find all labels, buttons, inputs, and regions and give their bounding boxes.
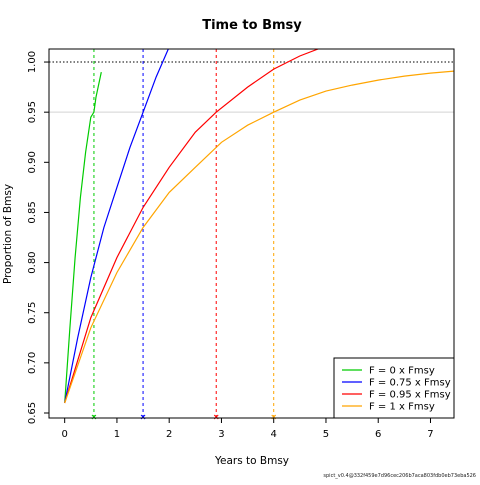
series-2-line bbox=[64, 49, 169, 404]
y-tick-label: 1.00 bbox=[27, 51, 38, 73]
plot-border bbox=[48, 48, 455, 419]
x-tick-label: 7 bbox=[427, 429, 433, 440]
legend-label: F = 0 x Fmsy bbox=[369, 366, 435, 377]
x-tick-label: 1 bbox=[114, 429, 120, 440]
series-1-line bbox=[64, 71, 102, 404]
y-tick-label: 0.65 bbox=[27, 402, 38, 424]
y-tick-label: 0.85 bbox=[27, 201, 38, 223]
x-axis-label: Years to Bmsy bbox=[214, 455, 289, 467]
y-tick-label: 0.75 bbox=[27, 302, 38, 324]
legend-entry: F = 0.75 x Fmsy bbox=[342, 378, 451, 389]
plot-area: 0 1 2 3 4 5 6 7 0.65 0.70 0.75 0.80 0.85 0.90 0.95 1.00 bbox=[27, 48, 455, 440]
legend-entry: F = 0 x Fmsy bbox=[342, 366, 435, 377]
x-tick-label: 6 bbox=[375, 429, 381, 440]
legend-label: F = 0.75 x Fmsy bbox=[369, 378, 451, 389]
legend-entry: F = 1 x Fmsy bbox=[342, 402, 435, 413]
y-tick-label: 0.95 bbox=[27, 101, 38, 123]
data-layer bbox=[49, 49, 454, 418]
legend-label: F = 0.95 x Fmsy bbox=[369, 390, 451, 401]
x-tick-label: 4 bbox=[271, 429, 277, 440]
footer-note: spict_v0.4@332f459e7d96cec206b7aca803fdb… bbox=[323, 473, 476, 479]
y-tick-label: 0.90 bbox=[27, 151, 38, 173]
y-tick-label: 0.80 bbox=[27, 251, 38, 273]
y-tick-label: 0.70 bbox=[27, 352, 38, 374]
chart-title: Time to Bmsy bbox=[202, 18, 302, 33]
x-tick-label: 2 bbox=[166, 429, 172, 440]
x-tick-label: 0 bbox=[61, 429, 67, 440]
series-3-line bbox=[64, 49, 319, 404]
legend-entry: F = 0.95 x Fmsy bbox=[342, 390, 451, 401]
legend-label: F = 1 x Fmsy bbox=[369, 402, 435, 413]
x-tick-label: 3 bbox=[218, 429, 224, 440]
series-4-line bbox=[64, 70, 454, 404]
legend-box bbox=[333, 357, 455, 419]
x-tick-label: 5 bbox=[323, 429, 329, 440]
y-axis-label: Proportion of Bmsy bbox=[2, 184, 14, 284]
